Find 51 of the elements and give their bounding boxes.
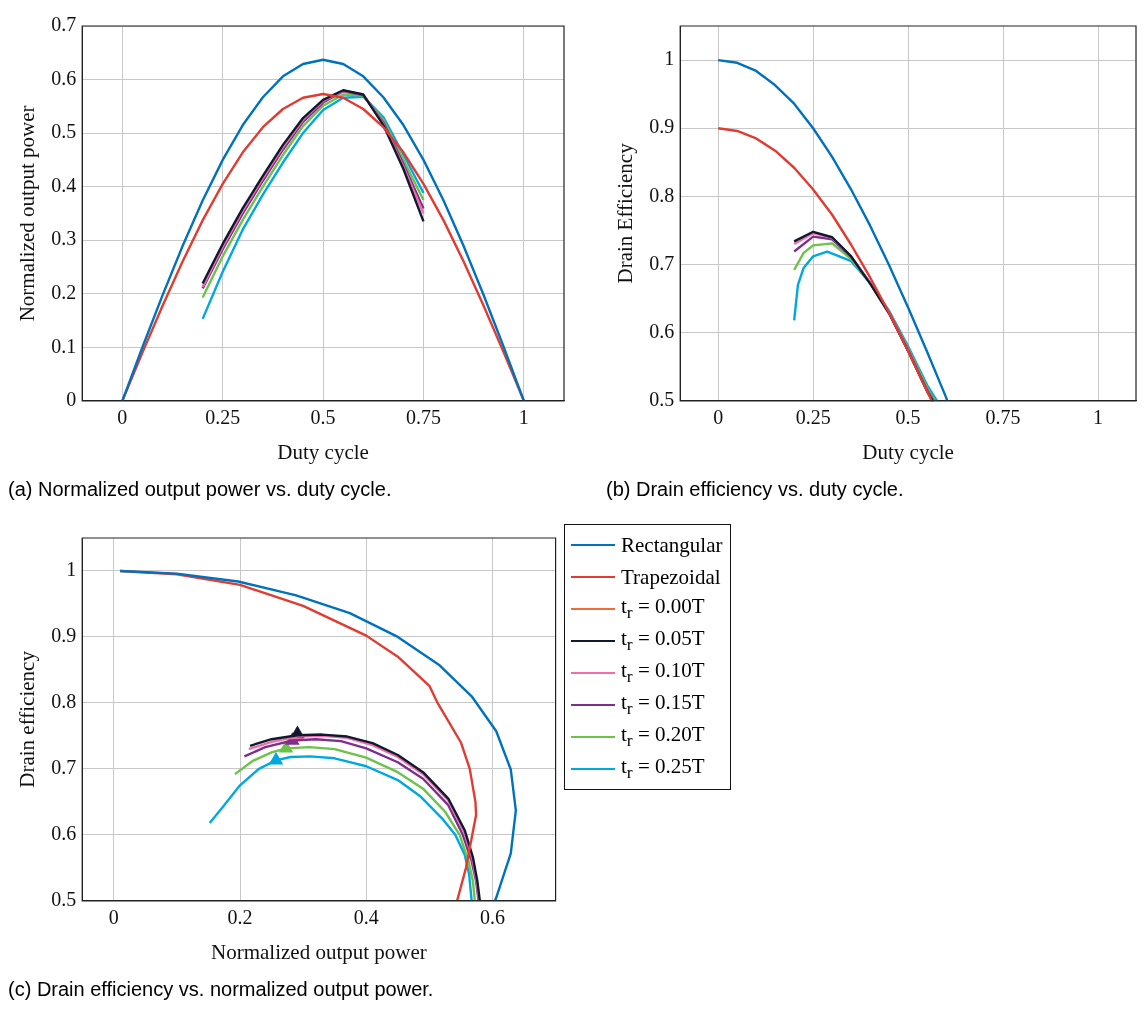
legend-label: t$_{r}$ = 0.25T [621,754,705,784]
x-tick-label: 0 [108,906,119,929]
x-tick-label: 0.2 [227,906,253,929]
x-tick-label: 0.75 [405,406,441,429]
legend-label: t$_{r}$ = 0.15T [621,690,705,720]
y-tick-label: 0.6 [51,822,77,845]
y-tick-label: 0.4 [51,173,77,196]
x-tick-label: 0.4 [353,906,379,929]
x-axis-title: Duty cycle [277,439,369,464]
y-axis-title: Drain efficiency [15,650,40,788]
y-tick-label: 0.6 [649,319,675,342]
x-tick-label: 0.6 [479,906,505,929]
legend-label: t$_{r}$ = 0.05T [621,626,705,656]
legend-label: t$_{r}$ = 0.10T [621,658,705,688]
text: (a) Normalized output power vs. duty cycle. [8,478,393,501]
y-tick-label: 0.3 [51,227,77,250]
y-tick-label: 0.5 [51,888,77,911]
y-tick-label: 0.1 [51,334,77,357]
x-tick-label: 0.5 [310,406,336,429]
legend-label: Trapezoidal [621,564,721,590]
x-tick-label: 1 [518,406,529,429]
legend-label: t$_{r}$ = 0.20T [621,722,705,752]
y-tick-label: 0.5 [649,388,675,411]
x-axis-title: Duty cycle [862,439,954,464]
x-tick-label: 0.25 [795,406,831,429]
y-tick-label: 1 [664,47,675,70]
y-tick-label: 0.6 [51,66,77,89]
y-axis-title: Normalized output power [15,105,40,322]
x-tick-label: 0.75 [985,406,1021,429]
y-tick-label: 0.7 [51,13,77,36]
text: (b) Drain efficiency vs. duty cycle. [606,478,905,501]
x-tick-label: 1 [1093,406,1104,429]
y-tick-label: 0.7 [649,251,675,274]
y-tick-label: 0.7 [51,756,77,779]
y-tick-label: 0.9 [649,115,675,138]
x-tick-label: 0.25 [205,406,241,429]
y-tick-label: 0.5 [51,120,77,143]
legend-label: t$_{r}$ = 0.00T [621,594,705,624]
legend-label: Rectangular [621,532,723,558]
y-tick-label: 0 [66,388,77,411]
y-tick-label: 0.2 [51,280,77,303]
x-tick-label: 0.5 [895,406,921,429]
y-tick-label: 1 [66,558,77,581]
x-axis-title: Normalized output power [211,939,427,964]
y-tick-label: 0.8 [649,183,675,206]
y-tick-label: 0.9 [51,624,77,647]
text: (c) Drain efficiency vs. normalized output power. [8,978,435,1001]
y-tick-label: 0.8 [51,690,77,713]
x-tick-label: 0 [713,406,724,429]
x-tick-label: 0 [117,406,128,429]
y-axis-title: Drain Efficiency [613,142,638,284]
